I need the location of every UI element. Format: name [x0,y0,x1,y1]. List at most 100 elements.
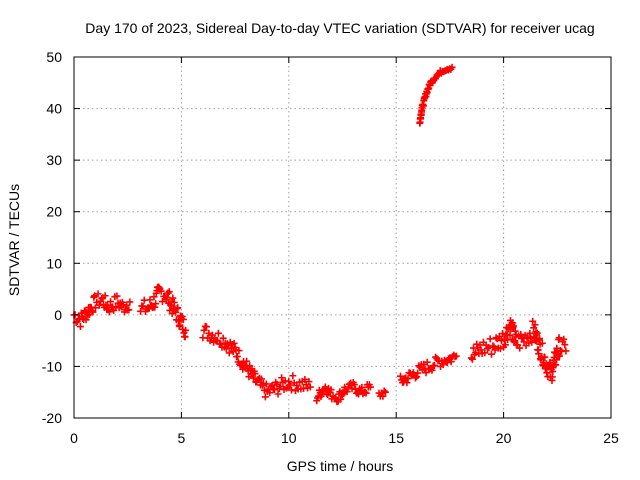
data-point [113,292,121,300]
data-point [531,321,539,329]
data-point [420,360,428,368]
data-point [274,390,282,398]
data-point [282,384,290,392]
x-tick-label: 25 [603,430,619,446]
x-axis-title: GPS time / hours [287,458,394,474]
data-point [306,383,314,391]
data-point [79,314,87,322]
data-point [268,382,276,390]
data-point [200,326,208,334]
data-point [361,388,369,396]
data-point [126,298,134,306]
data-point [327,386,335,394]
y-tick-label: -20 [42,410,62,426]
data-point [266,389,274,397]
data-point [205,329,213,337]
data-point [489,342,497,350]
data-point [520,338,528,346]
data-point [243,357,251,365]
y-tick-label: 10 [46,255,62,271]
data-point [123,301,131,309]
grid-lines [74,57,611,418]
data-point [343,388,351,396]
data-point [261,393,269,401]
data-point [110,306,118,314]
data-point [477,346,485,354]
data-point [422,369,430,377]
data-point [179,316,187,324]
data-point [262,380,270,388]
data-point [289,372,297,380]
data-point [483,345,491,353]
data-point [235,347,243,355]
data-point [105,308,113,316]
data-point [358,383,366,391]
data-point [490,343,498,351]
data-point [560,335,568,343]
data-point [91,304,99,312]
data-point [278,374,286,382]
data-point [481,349,489,357]
data-point [152,300,160,308]
y-tick-label: 20 [46,204,62,220]
data-point [146,296,154,304]
data-point [285,377,293,385]
data-point [379,392,387,400]
data-point [174,304,182,312]
x-tick-labels: 0 5 10 15 20 25 [70,430,619,446]
data-point [447,358,455,366]
data-point [94,290,102,298]
data-point [172,308,180,316]
data-point [488,350,496,358]
x-tick-label: 20 [496,430,512,446]
data-point [350,381,358,389]
data-point [423,358,431,366]
data-point [430,361,438,369]
x-tick-label: 5 [178,430,186,446]
data-point [511,337,519,345]
data-point [452,352,460,360]
y-tick-label: 50 [46,49,62,65]
data-point [366,383,374,391]
data-point [533,329,541,337]
data-point [428,366,436,374]
data-point [526,329,534,337]
data-point [168,310,176,318]
data-point [90,293,98,301]
data-point [151,303,159,311]
y-tick-label: 0 [54,307,62,323]
data-point [468,355,476,363]
x-tick-label: 10 [281,430,297,446]
y-tick-label: 40 [46,101,62,117]
data-point [412,374,420,382]
x-tick-label: 15 [388,430,404,446]
data-point [555,334,563,342]
data-point [139,302,147,310]
data-point [486,335,494,343]
data-point [337,395,345,403]
data-point [414,369,422,377]
data-point [169,294,177,302]
data-point [88,307,96,315]
data-point [257,375,265,383]
data-point [555,352,563,360]
chart-title: Day 170 of 2023, Sidereal Day-to-day VTE… [85,20,594,36]
data-point [362,389,370,397]
data-point [176,321,184,329]
data-point [170,299,178,307]
data-point [89,308,97,316]
data-point [202,323,210,331]
data-point [214,329,222,337]
data-point [506,331,514,339]
data-point [219,334,227,342]
data-point [516,344,524,352]
data-point [553,344,561,352]
data-point [561,341,569,349]
data-point [485,344,493,352]
data-point [181,333,189,341]
data-point [270,386,278,394]
data-point [472,349,480,357]
data-point [499,330,507,338]
data-point [213,336,221,344]
